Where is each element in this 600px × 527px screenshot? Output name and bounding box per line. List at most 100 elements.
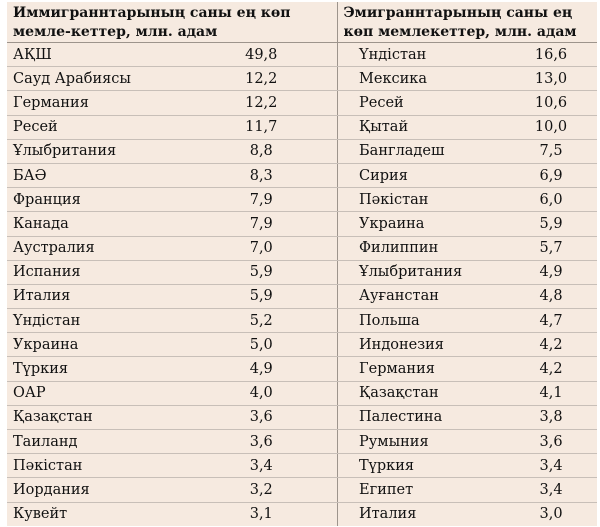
emigrant-country: Түркия (353, 454, 505, 478)
table-row: Сауд Арабиясы 12,2 Мексика 13,0 (7, 67, 597, 91)
immigrant-country: Кувейт (7, 502, 186, 526)
table-row: Аустралия 7,0 Филиппин 5,7 (7, 236, 597, 260)
immigrant-country: Ресей (7, 115, 186, 139)
emigrant-country: Үндістан (353, 43, 505, 67)
table-row: Испания 5,9 Ұлыбритания 4,9 (7, 260, 597, 284)
immigrant-country: Ұлыбритания (7, 139, 186, 163)
immigrant-value: 12,2 (186, 91, 337, 115)
emigrant-country: Қытай (353, 115, 505, 139)
emigrant-country: Филиппин (353, 236, 505, 260)
emigrant-value: 10,6 (505, 91, 597, 115)
emigrant-value: 4,2 (505, 357, 597, 381)
emigrant-country: Бангладеш (353, 139, 505, 163)
immigrant-value: 3,4 (186, 454, 337, 478)
immigrant-value: 49,8 (186, 43, 337, 67)
table-row: АҚШ 49,8 Үндістан 16,6 (7, 43, 597, 67)
column-gap (337, 357, 353, 381)
emigrant-country: Ауғанстан (353, 284, 505, 308)
immigrant-country: Италия (7, 284, 186, 308)
column-gap (337, 43, 353, 67)
emigrant-country: Румыния (353, 430, 505, 454)
emigrant-country: Ресей (353, 91, 505, 115)
immigrant-country: Сауд Арабиясы (7, 67, 186, 91)
immigrant-value: 7,9 (186, 188, 337, 212)
column-gap (337, 478, 353, 502)
table-row: БАӘ 8,3 Сирия 6,9 (7, 163, 597, 187)
emigrant-value: 5,7 (505, 236, 597, 260)
table-row: Канада 7,9 Украина 5,9 (7, 212, 597, 236)
emigrant-value: 3,6 (505, 430, 597, 454)
column-gap (337, 163, 353, 187)
column-gap (337, 430, 353, 454)
table-row: Ұлыбритания 8,8 Бангладеш 7,5 (7, 139, 597, 163)
column-gap (337, 260, 353, 284)
column-gap (337, 284, 353, 308)
table-row: Иордания 3,2 Египет 3,4 (7, 478, 597, 502)
column-gap (337, 502, 353, 526)
immigrant-value: 5,9 (186, 260, 337, 284)
immigrant-country: БАӘ (7, 163, 186, 187)
emigrant-country: Палестина (353, 405, 505, 429)
column-gap (337, 454, 353, 478)
table-row: Германия 12,2 Ресей 10,6 (7, 91, 597, 115)
immigrant-value: 7,0 (186, 236, 337, 260)
immigrant-country: Украина (7, 333, 186, 357)
emigrant-value: 7,5 (505, 139, 597, 163)
table-row: Пәкістан 3,4 Түркия 3,4 (7, 454, 597, 478)
immigrant-country: Таиланд (7, 430, 186, 454)
table-row: Қазақстан 3,6 Палестина 3,8 (7, 405, 597, 429)
emigrant-value: 4,2 (505, 333, 597, 357)
table-row: Франция 7,9 Пәкістан 6,0 (7, 188, 597, 212)
emigrant-country: Мексика (353, 67, 505, 91)
emigrant-country: Украина (353, 212, 505, 236)
immigrant-country: ОАР (7, 381, 186, 405)
immigrant-value: 5,9 (186, 284, 337, 308)
table-row: Украина 5,0 Индонезия 4,2 (7, 333, 597, 357)
emigrant-value: 4,7 (505, 309, 597, 333)
immigrant-country: Германия (7, 91, 186, 115)
immigrant-value: 3,2 (186, 478, 337, 502)
immigrant-country: АҚШ (7, 43, 186, 67)
column-gap (337, 91, 353, 115)
emigrant-country: Германия (353, 357, 505, 381)
emigrant-value: 5,9 (505, 212, 597, 236)
emigrant-country: Ұлыбритания (353, 260, 505, 284)
emigrant-value: 4,8 (505, 284, 597, 308)
table-row: ОАР 4,0 Қазақстан 4,1 (7, 381, 597, 405)
emigrant-country: Сирия (353, 163, 505, 187)
emigrant-value: 3,4 (505, 478, 597, 502)
column-gap (337, 212, 353, 236)
emigrant-country: Египет (353, 478, 505, 502)
emigrant-value: 13,0 (505, 67, 597, 91)
emigrant-value: 3,8 (505, 405, 597, 429)
immigrant-country: Франция (7, 188, 186, 212)
immigrant-country: Канада (7, 212, 186, 236)
emigrant-country: Пәкістан (353, 188, 505, 212)
immigrant-country: Түркия (7, 357, 186, 381)
column-gap (337, 333, 353, 357)
column-gap (337, 405, 353, 429)
emigrant-country: Польша (353, 309, 505, 333)
emigrant-value: 4,1 (505, 381, 597, 405)
immigrant-value: 11,7 (186, 115, 337, 139)
emigrant-country: Индонезия (353, 333, 505, 357)
immigrant-value: 3,6 (186, 405, 337, 429)
table-row: Ресей 11,7 Қытай 10,0 (7, 115, 597, 139)
immigrant-country: Иордания (7, 478, 186, 502)
emigrant-country: Қазақстан (353, 381, 505, 405)
column-gap (337, 236, 353, 260)
immigrant-value: 4,0 (186, 381, 337, 405)
immigrants-header: Иммиграннтарының саны ең көп мемле-кетте… (7, 2, 337, 43)
column-gap (337, 188, 353, 212)
column-gap (337, 381, 353, 405)
migration-table: Иммиграннтарының саны ең көп мемле-кетте… (7, 2, 597, 526)
emigrant-value: 16,6 (505, 43, 597, 67)
migration-table-panel: Иммиграннтарының саны ең көп мемле-кетте… (7, 2, 597, 526)
immigrant-country: Испания (7, 260, 186, 284)
column-gap (337, 309, 353, 333)
immigrant-value: 7,9 (186, 212, 337, 236)
immigrant-value: 8,3 (186, 163, 337, 187)
emigrants-header: Эмиграннтарының саны ең көп мемлекеттер,… (337, 2, 597, 43)
column-gap (337, 115, 353, 139)
immigrant-value: 3,1 (186, 502, 337, 526)
